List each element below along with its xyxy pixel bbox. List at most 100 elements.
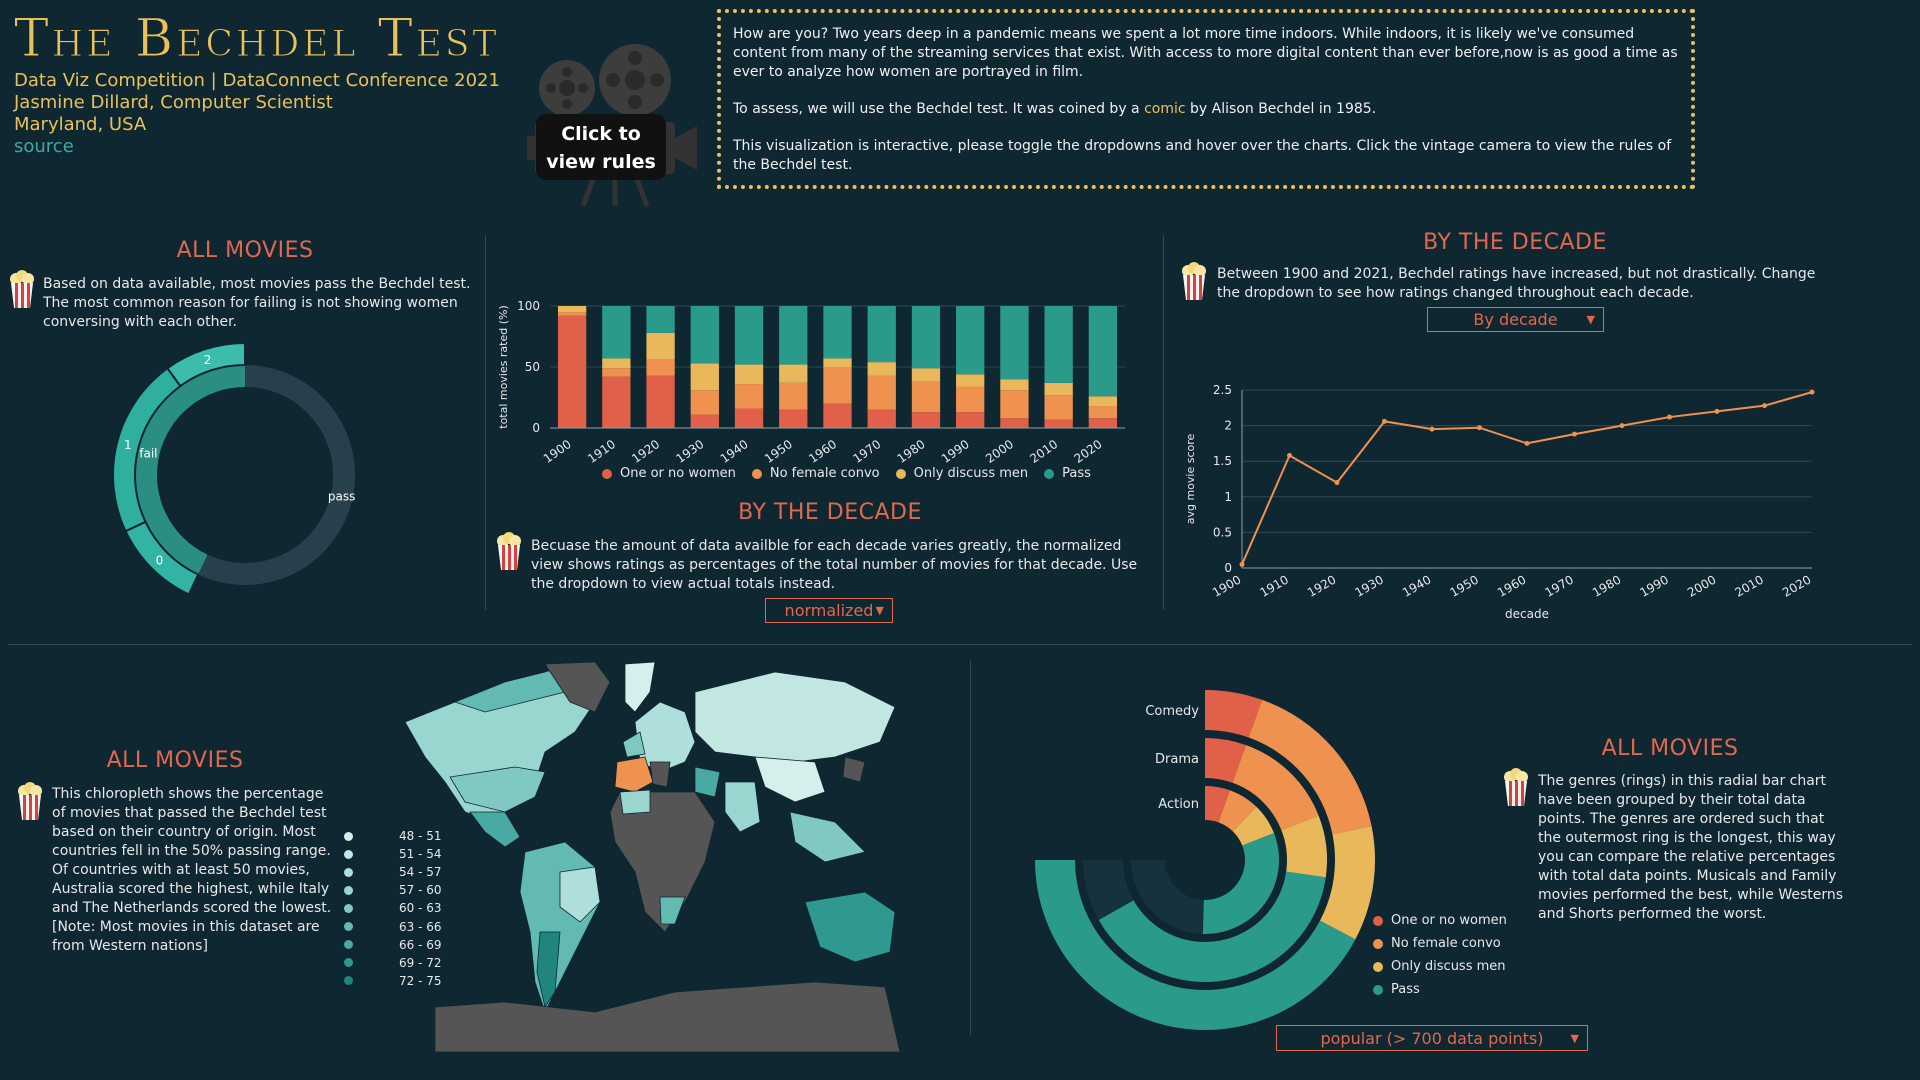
radial-bar-segment[interactable]	[1319, 826, 1375, 940]
legend-item[interactable]: Only discuss men	[895, 466, 1028, 481]
bar-segment[interactable]	[646, 375, 675, 428]
bar-segment[interactable]	[734, 364, 764, 385]
bar-segment[interactable]	[734, 384, 764, 409]
camera-button[interactable]: Click to view rules	[525, 38, 705, 208]
line-point[interactable]	[1714, 408, 1720, 414]
bar-view-dropdown[interactable]: normalized ▼	[765, 598, 893, 623]
bar-segment[interactable]	[1044, 382, 1073, 396]
radial-bar-segment[interactable]	[1098, 871, 1326, 982]
radial-bar-segment[interactable]	[1232, 806, 1274, 846]
line-point[interactable]	[1619, 423, 1625, 429]
bar-segment[interactable]	[1000, 379, 1029, 391]
line-point[interactable]	[1287, 453, 1292, 459]
legend-item[interactable]: No female convo	[1373, 936, 1507, 951]
source-link[interactable]: source	[14, 136, 74, 157]
south-america[interactable]	[519, 841, 601, 1014]
bar-segment[interactable]	[1088, 396, 1118, 407]
bar-segment[interactable]	[646, 306, 675, 333]
bar-segment[interactable]	[602, 376, 631, 428]
bar-segment[interactable]	[823, 306, 852, 359]
line-point[interactable]	[1429, 426, 1435, 432]
bar-segment[interactable]	[602, 306, 631, 359]
bar-segment[interactable]	[690, 363, 719, 391]
bar-segment[interactable]	[1088, 406, 1118, 419]
line-point[interactable]	[1762, 403, 1767, 409]
radial-bar-chart[interactable]: Comedy Drama Action	[1030, 670, 1390, 1030]
legend-item[interactable]: No female convo	[751, 466, 880, 481]
genre-group-dropdown[interactable]: popular (> 700 data points) ▼	[1276, 1025, 1588, 1051]
bar-segment[interactable]	[779, 364, 808, 383]
bar-segment[interactable]	[1088, 306, 1118, 397]
bar-segment[interactable]	[956, 412, 985, 428]
asia[interactable]	[694, 671, 896, 863]
bar-segment[interactable]	[956, 386, 985, 413]
bar-segment[interactable]	[1000, 418, 1029, 428]
bar-segment[interactable]	[690, 414, 719, 428]
bar-segment[interactable]	[911, 412, 941, 428]
camera-label[interactable]: Click to view rules	[536, 114, 666, 180]
bar-segment[interactable]	[867, 362, 896, 376]
bar-segment[interactable]	[734, 408, 764, 428]
line-series[interactable]	[1241, 391, 1813, 565]
bar-segment[interactable]	[1044, 419, 1073, 428]
bar-segment[interactable]	[823, 358, 852, 367]
line-point[interactable]	[1572, 431, 1577, 437]
bar-segment[interactable]	[1000, 390, 1029, 419]
stacked-bar-chart[interactable]: 0 50 100 total movies rated (%) 1900 1910 1920…	[495, 290, 1155, 490]
bar-segment[interactable]	[823, 367, 852, 404]
line-point[interactable]	[1477, 425, 1482, 431]
bar-segment[interactable]	[734, 306, 764, 365]
bar-segment[interactable]	[690, 306, 719, 364]
bar-segment[interactable]	[911, 381, 941, 413]
line-chart[interactable]: 0 0.5 1 1.5 2 2.5 avg movie score 1900 1910 1920 1…	[1180, 340, 1840, 620]
australia[interactable]	[804, 891, 896, 963]
bar-segment[interactable]	[867, 375, 896, 410]
radial-bar-segment[interactable]	[1202, 833, 1279, 934]
radial-bar-segment[interactable]	[1248, 699, 1372, 835]
radial-bar-segment[interactable]	[1205, 786, 1230, 823]
radial-bar-segment[interactable]	[1232, 745, 1319, 831]
radial-bar-segment[interactable]	[1205, 738, 1246, 783]
bar-segment[interactable]	[779, 409, 808, 428]
line-point[interactable]	[1667, 414, 1672, 420]
europe[interactable]	[614, 662, 696, 793]
bar-segment[interactable]	[956, 374, 985, 387]
bar-segment[interactable]	[779, 382, 808, 410]
legend-item[interactable]: Pass	[1373, 982, 1507, 997]
donut-outer-slice[interactable]	[166, 341, 246, 388]
donut-chart[interactable]: 0 1 2 fail pass	[100, 330, 390, 620]
legend-item[interactable]: Pass	[1044, 466, 1091, 481]
donut-slice-pass[interactable]	[198, 365, 356, 586]
bar-segment[interactable]	[1044, 395, 1073, 420]
bar-segment[interactable]	[557, 315, 587, 428]
radial-bar-segment[interactable]	[1205, 690, 1263, 738]
comic-link[interactable]: comic	[1144, 101, 1186, 117]
bar-segment[interactable]	[557, 312, 587, 316]
line-point[interactable]	[1382, 418, 1387, 424]
world-map[interactable]	[395, 662, 915, 1052]
line-point[interactable]	[1334, 480, 1340, 486]
bar-segment[interactable]	[646, 332, 675, 360]
bar-segment[interactable]	[1000, 306, 1029, 380]
decade-dropdown[interactable]: By decade ▼	[1427, 307, 1604, 332]
bar-segment[interactable]	[690, 390, 719, 415]
africa[interactable]	[609, 789, 716, 933]
radial-bar-segment[interactable]	[1035, 860, 1356, 1030]
line-point[interactable]	[1239, 561, 1245, 567]
radial-bar-segment[interactable]	[1281, 815, 1327, 878]
bar-segment[interactable]	[911, 368, 941, 382]
line-point[interactable]	[1524, 440, 1530, 446]
legend-item[interactable]: Only discuss men	[1373, 959, 1507, 974]
bar-segment[interactable]	[646, 359, 675, 376]
bar-segment[interactable]	[557, 306, 587, 313]
bar-segment[interactable]	[1088, 418, 1118, 428]
bar-segment[interactable]	[867, 409, 896, 428]
bar-segment[interactable]	[911, 306, 941, 369]
bar-segment[interactable]	[779, 306, 808, 365]
legend-item[interactable]: One or no women	[1373, 913, 1507, 928]
bar-segment[interactable]	[867, 306, 896, 363]
north-america[interactable]	[404, 662, 611, 848]
radial-bar-segment[interactable]	[1218, 790, 1257, 832]
legend-item[interactable]: One or no women	[602, 466, 736, 481]
bar-segment[interactable]	[823, 403, 852, 428]
